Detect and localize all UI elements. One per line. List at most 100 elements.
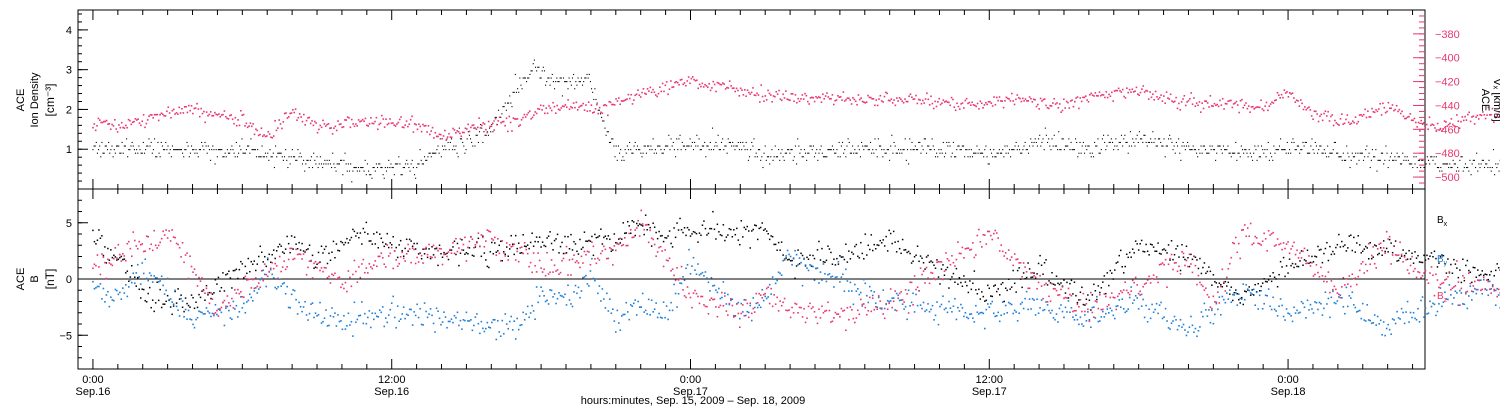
bx-point	[697, 241, 699, 243]
density-point	[1103, 134, 1105, 136]
density-point	[934, 156, 937, 158]
density-point	[186, 141, 188, 144]
vx-point	[393, 124, 396, 126]
bx-point	[1484, 273, 1486, 275]
bz-point	[473, 246, 475, 249]
density-point	[1453, 163, 1455, 165]
by-point	[1351, 291, 1354, 294]
bx-point	[969, 280, 971, 282]
density-point	[584, 77, 586, 79]
by-point	[981, 311, 983, 314]
by-point	[256, 292, 259, 294]
vx-point	[1317, 120, 1320, 123]
vx-point	[1141, 88, 1143, 90]
bx-point	[281, 251, 284, 253]
bz-point	[489, 231, 492, 233]
bz-point	[246, 279, 248, 281]
bz-point	[904, 289, 907, 291]
density-point	[489, 127, 491, 129]
bx-point	[668, 230, 671, 232]
bz-point	[843, 309, 846, 312]
by-point	[361, 301, 363, 303]
bx-point	[1285, 265, 1288, 267]
bx-point	[246, 272, 248, 275]
bx-point	[395, 246, 397, 249]
bx-point	[1463, 279, 1466, 282]
bz-point	[296, 253, 299, 256]
bx-point	[628, 225, 630, 227]
density-point	[1367, 156, 1369, 158]
by-point	[1459, 289, 1461, 292]
by-point	[210, 315, 212, 318]
vx-point	[418, 123, 420, 125]
vx-point	[1387, 101, 1390, 104]
density-point	[1104, 141, 1106, 144]
by-point	[697, 263, 699, 265]
vx-point	[1471, 116, 1473, 118]
by-point	[1299, 311, 1301, 314]
density-point	[662, 152, 664, 154]
bx-point	[910, 262, 913, 264]
bz-point	[214, 312, 217, 314]
density-point	[1092, 156, 1095, 158]
density-point	[769, 163, 771, 165]
bx-point	[480, 255, 483, 258]
by-point	[243, 302, 245, 305]
bx-point	[1028, 268, 1031, 270]
vx-point	[826, 92, 828, 94]
vx-point	[452, 127, 454, 130]
vx-point	[774, 95, 776, 98]
vx-point	[815, 95, 817, 98]
bx-point	[435, 247, 438, 250]
density-point	[1485, 163, 1487, 165]
bx-point	[873, 243, 875, 246]
vx-point	[1467, 113, 1469, 116]
density-point	[617, 145, 619, 147]
bz-point	[771, 305, 774, 308]
vx-point	[1072, 105, 1075, 108]
bz-point	[371, 267, 374, 270]
density-point	[1142, 141, 1144, 144]
vx-point	[705, 85, 708, 87]
bz-point	[649, 229, 651, 232]
top-right-tick-label: −480	[1435, 148, 1460, 160]
bz-point	[299, 253, 302, 256]
vx-point	[1330, 115, 1332, 118]
density-point	[639, 149, 641, 151]
by-point	[565, 304, 568, 306]
vx-point	[1180, 101, 1183, 103]
density-point	[847, 138, 849, 140]
bz-point	[697, 295, 699, 298]
density-point	[529, 73, 531, 75]
vx-point	[864, 102, 867, 104]
density-point	[1340, 156, 1342, 158]
top-right-tick-label: −440	[1435, 100, 1460, 112]
density-point	[444, 145, 446, 147]
by-point	[538, 295, 541, 297]
vx-point	[402, 126, 405, 129]
bz-point	[156, 247, 158, 249]
density-point	[988, 163, 990, 165]
vx-point	[424, 124, 427, 127]
by-point	[1246, 288, 1249, 290]
bx-point	[638, 223, 641, 225]
density-point	[1373, 156, 1375, 158]
bx-point	[252, 263, 254, 265]
density-point	[449, 141, 451, 144]
density-point	[1067, 145, 1069, 147]
vx-point	[611, 103, 613, 106]
bx-point	[402, 255, 405, 258]
density-point	[311, 166, 314, 169]
vx-point	[1119, 89, 1121, 92]
density-point	[838, 141, 840, 144]
bx-point	[1478, 274, 1481, 277]
bz-point	[181, 241, 184, 244]
by-point	[1175, 319, 1177, 321]
density-point	[278, 152, 280, 154]
bz-point	[906, 293, 908, 295]
by-point	[1245, 283, 1248, 286]
bx-point	[1362, 250, 1364, 252]
density-point	[1038, 138, 1040, 140]
bz-point	[801, 316, 804, 318]
vx-point	[255, 128, 257, 131]
